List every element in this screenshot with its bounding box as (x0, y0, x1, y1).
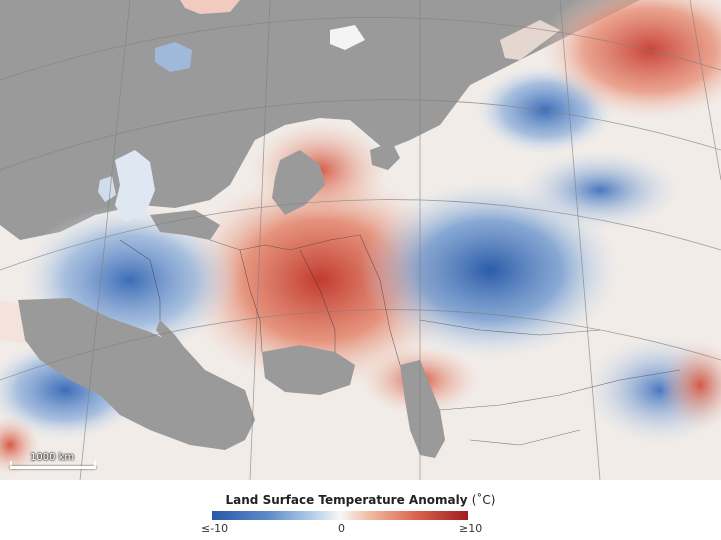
caspian-sea (400, 360, 445, 458)
scale-bar-label: 1000 km (30, 452, 75, 463)
north-sea (150, 210, 220, 240)
cold-anomaly-kazakhstan (360, 180, 620, 360)
baltic-sea (272, 150, 325, 215)
scale-bar-tick-right (94, 461, 96, 469)
legend-unit: (˚C) (471, 493, 496, 507)
legend-title-text: Land Surface Temperature Anomaly (225, 493, 468, 507)
adriatic-sea (156, 320, 190, 362)
legend-color-ramp (212, 511, 468, 520)
black-sea (262, 345, 355, 395)
warm-anomaly-east-asia (660, 340, 721, 430)
legend-max-label: ≥10 (459, 522, 483, 535)
scale-bar: 1000 km (10, 452, 100, 474)
scale-bar-line (10, 466, 96, 469)
map-panel: 1000 km (0, 0, 721, 480)
scale-bar-tick-left (10, 461, 12, 469)
anomaly-map (0, 0, 721, 480)
graticule (0, 0, 721, 480)
country-borders (119, 234, 681, 446)
great-britain-land (115, 150, 155, 222)
legend-mid-label: 0 (338, 522, 345, 535)
warm-anomaly-northeast (540, 0, 721, 120)
cold-anomaly-central-siberia (520, 150, 680, 230)
mediterranean-sea (18, 298, 255, 450)
legend-min-label: ≤-10 (201, 522, 229, 535)
greenland-tip (180, 0, 240, 14)
white-sea (370, 142, 400, 170)
warm-anomaly-sahara (0, 415, 40, 475)
svalbard-land (330, 25, 365, 50)
ireland-land (98, 176, 116, 202)
legend: Land Surface Temperature Anomaly (˚C) ≤-… (0, 480, 721, 540)
legend-title: Land Surface Temperature Anomaly (˚C) (0, 493, 721, 507)
iceland-land (155, 42, 192, 72)
